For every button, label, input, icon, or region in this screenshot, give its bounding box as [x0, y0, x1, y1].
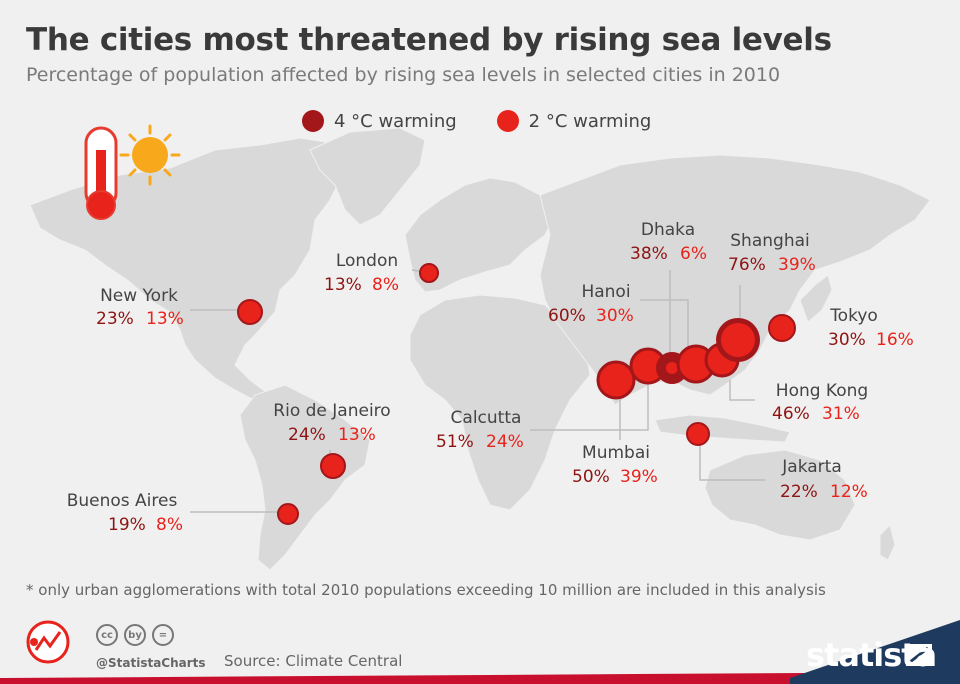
world-map [29, 127, 931, 571]
value2-calcutta: 24% [486, 432, 524, 452]
bubbles [237, 263, 796, 525]
value4-tokyo: 30% [828, 330, 866, 350]
label-jakarta: Jakarta [781, 457, 841, 477]
legend-item-2c: 2 °C warming [496, 110, 652, 132]
legend-label-2c: 2 °C warming [528, 110, 652, 132]
value2-hong-kong: 31% [822, 404, 860, 424]
bubble-london [419, 263, 439, 283]
value4-jakarta: 22% [780, 482, 818, 502]
statista-logo-icon [26, 620, 70, 664]
legend-item-4c: 4 °C warming [302, 110, 457, 132]
statista-brand[interactable]: statista [806, 636, 937, 674]
footer-red-line [0, 672, 960, 684]
value2-london: 8% [372, 275, 399, 295]
value2-shanghai: 39% [778, 255, 816, 275]
label-mumbai: Mumbai [582, 443, 650, 463]
sun-icon [119, 124, 181, 186]
label-buenos-aires: Buenos Aires [67, 491, 178, 511]
label-hanoi: Hanoi [581, 282, 630, 302]
value4-shanghai: 76% [728, 255, 766, 275]
australia-landmass [704, 449, 856, 541]
value4-buenos-aires: 19% [108, 515, 146, 535]
value2-new-york: 13% [146, 309, 184, 329]
statista-banner [790, 620, 960, 684]
label-new-york: New York [100, 286, 178, 306]
bubble-buenos-aires [277, 503, 299, 525]
value4-mumbai: 50% [572, 467, 610, 487]
page-title: The cities most threatened by rising sea… [26, 22, 832, 58]
bubble-new-york [237, 299, 263, 325]
footnote: * only urban agglomerations with total 2… [26, 581, 826, 599]
asia-landmass [539, 154, 931, 406]
value2-rio: 13% [338, 425, 376, 445]
value2-jakarta: 12% [830, 482, 868, 502]
label-rio: Rio de Janeiro [273, 401, 390, 421]
north-america-landmass [29, 137, 361, 406]
value2-hanoi: 30% [596, 306, 634, 326]
bubble-dhaka-2c [666, 362, 678, 374]
japan-landmass [799, 274, 833, 323]
legend-dot-2c [496, 110, 519, 132]
social-handle: @StatistaCharts [96, 656, 206, 670]
bubble-shanghai-2c [721, 323, 755, 357]
license-icons: cc by = [96, 624, 174, 646]
label-tokyo: Tokyo [829, 306, 878, 326]
south-america-landmass [239, 384, 371, 571]
value2-dhaka: 6% [680, 244, 707, 264]
value2-mumbai: 39% [620, 467, 658, 487]
indonesia-landmass [654, 414, 791, 443]
value4-calcutta: 51% [436, 432, 474, 452]
value4-hanoi: 60% [548, 306, 586, 326]
value4-rio: 24% [288, 425, 326, 445]
value4-hong-kong: 46% [772, 404, 810, 424]
source-text: Source: Climate Central [224, 652, 403, 670]
label-dhaka: Dhaka [641, 220, 695, 240]
cc-icon: cc [96, 624, 118, 646]
value2-buenos-aires: 8% [156, 515, 183, 535]
bubble-jakarta [686, 422, 710, 446]
legend-label-4c: 4 °C warming [334, 110, 457, 132]
value2-tokyo: 16% [876, 330, 914, 350]
value4-new-york: 23% [96, 309, 134, 329]
legend-dot-4c [302, 110, 324, 132]
greenland-landmass [309, 127, 426, 226]
attribution-icon: by [124, 624, 146, 646]
legend: 4 °C warming 2 °C warming [302, 110, 651, 132]
new-zealand-landmass [879, 524, 896, 561]
bubble-rio [320, 453, 346, 479]
europe-landmass [404, 177, 556, 293]
bubble-tokyo [768, 314, 796, 342]
statista-flag-icon [906, 644, 932, 666]
value4-london: 13% [324, 275, 362, 295]
label-calcutta: Calcutta [451, 408, 522, 428]
label-hong-kong: Hong Kong [776, 381, 868, 401]
africa-landmass [409, 294, 591, 511]
label-london: London [336, 251, 398, 271]
thermometer-icon [84, 126, 118, 220]
page-subtitle: Percentage of population affected by ris… [26, 64, 781, 86]
value4-dhaka: 38% [630, 244, 668, 264]
city-labels: New York 23% 13% London 13% 8% Rio de Ja… [67, 220, 914, 535]
label-shanghai: Shanghai [730, 231, 809, 251]
bubble-mumbai [596, 360, 636, 400]
no-derivatives-icon: = [152, 624, 174, 646]
